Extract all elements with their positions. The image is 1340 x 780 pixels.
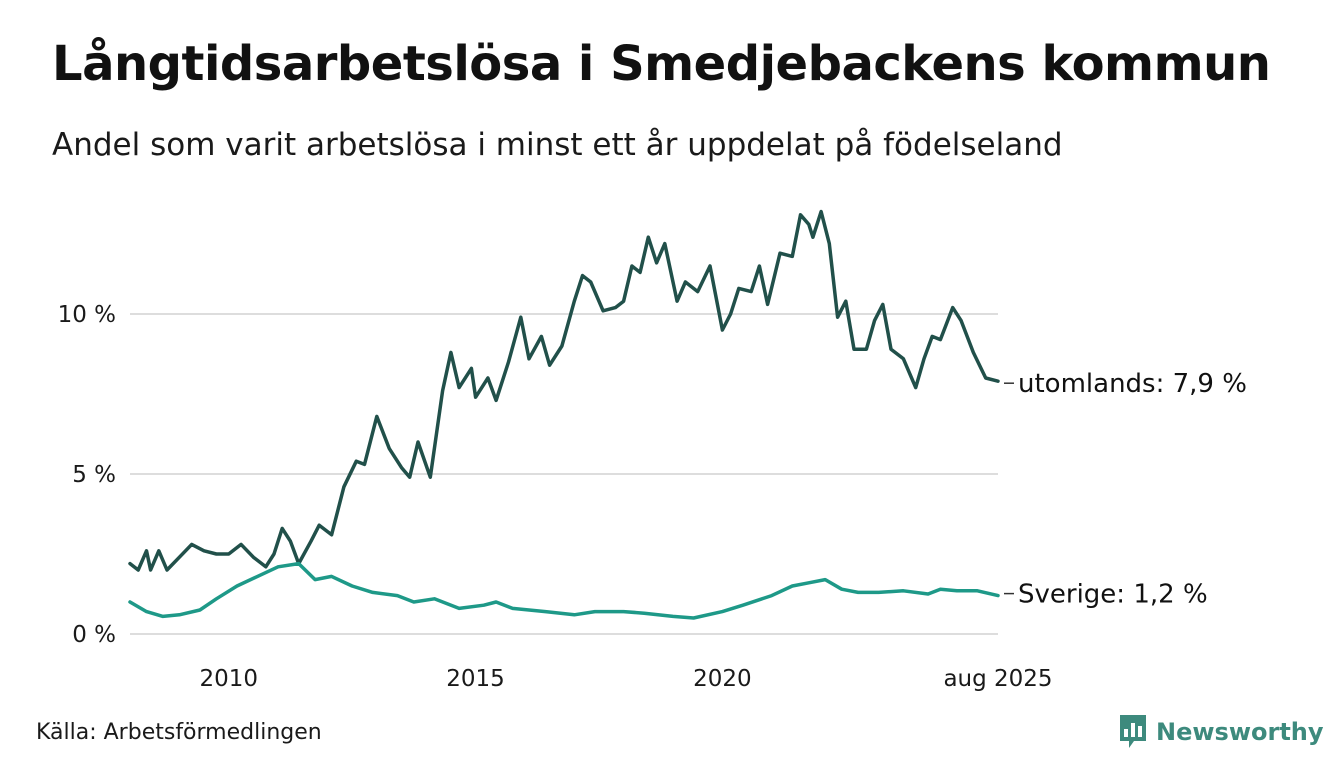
series-line-sverige (128, 561, 1000, 620)
brand-logo: Newsworthy (1118, 712, 1324, 752)
x-tick-label-3: aug 2025 (943, 666, 1052, 692)
y-tick-label-0: 0 % (72, 622, 116, 648)
series-lines (128, 209, 1000, 620)
chart-subtitle: Andel som varit arbetslösa i minst ett å… (52, 127, 1063, 163)
end-label-sverige: Sverige: 1,2 % (1018, 580, 1208, 610)
bar-chart-speech-bubble-icon (1120, 715, 1146, 748)
end-label-utomlands: utomlands: 7,9 % (1018, 369, 1247, 399)
brand-name: Newsworthy (1156, 718, 1324, 746)
x-tick-label-2: 2020 (693, 666, 752, 692)
chart-title: Långtidsarbetslösa i Smedjebackens kommu… (52, 36, 1271, 92)
grid-lines (130, 313, 998, 635)
x-tick-label-0: 2010 (199, 666, 258, 692)
source-note: Källa: Arbetsförmedlingen (36, 720, 322, 745)
x-tick-label-1: 2015 (446, 666, 505, 692)
y-tick-label-1: 5 % (72, 462, 116, 488)
end-labels: utomlands: 7,9 % Sverige: 1,2 % (1004, 369, 1247, 610)
y-tick-label-2: 10 % (58, 302, 116, 328)
series-line-utomlands (128, 209, 1000, 572)
x-axis-ticks: 2010 2015 2020 aug 2025 (199, 666, 1052, 692)
y-axis-ticks: 0 % 5 % 10 % (58, 302, 116, 648)
